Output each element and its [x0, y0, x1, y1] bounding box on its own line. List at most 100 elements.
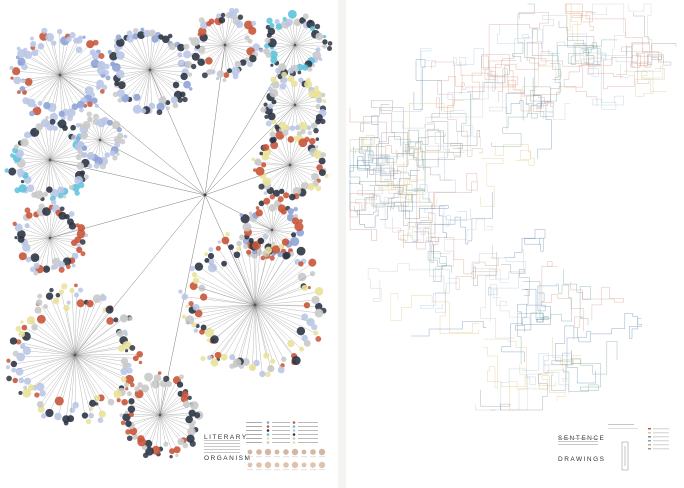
twig-line	[141, 414, 161, 443]
leaf-petal	[77, 224, 86, 232]
leaf-petal	[206, 69, 213, 76]
twig-line	[271, 25, 296, 46]
twig-line	[74, 348, 122, 356]
leaf-petal	[281, 238, 290, 246]
legend-text-line	[204, 452, 240, 453]
leaf-petal	[216, 70, 225, 78]
leaf-petal	[57, 186, 65, 194]
twig-line	[270, 96, 296, 106]
twig-line	[192, 304, 256, 311]
legend-swatch	[266, 421, 270, 424]
leaf-petal	[144, 372, 153, 382]
leaf-petal	[299, 346, 305, 352]
leaf-petal	[318, 57, 323, 62]
legend-glyph	[318, 448, 326, 456]
legend-glyph	[264, 448, 272, 456]
sentence-path	[523, 281, 572, 322]
leaf-petal	[22, 346, 32, 356]
leaf-petal	[86, 111, 92, 117]
twig-line	[31, 354, 76, 388]
leaf-petal	[318, 169, 326, 177]
twig-line	[294, 104, 320, 118]
legend-glyph	[256, 449, 262, 455]
leaf-petal	[242, 358, 250, 366]
leaf-petal	[284, 125, 290, 131]
twig-line	[224, 14, 234, 46]
legend-caption-line	[247, 469, 253, 471]
twig-line	[31, 74, 61, 104]
twig-line	[120, 42, 151, 71]
twig-line	[149, 69, 177, 86]
sentence-path	[592, 3, 627, 66]
sentence-path	[514, 29, 561, 58]
twig-line	[49, 237, 75, 243]
legend-diagram	[621, 441, 629, 471]
leaf-petal	[151, 445, 161, 455]
leaf-petal	[112, 91, 119, 98]
leaf-petal	[93, 162, 100, 169]
leaf-petal	[232, 73, 239, 80]
leaf-petal	[173, 446, 181, 454]
twig-line	[289, 164, 293, 198]
twig-line	[271, 220, 296, 231]
leaf-petal	[170, 96, 178, 104]
leaf-petal	[183, 43, 190, 50]
twig-line	[209, 304, 256, 333]
twig-line	[294, 28, 313, 46]
leaf-petal	[271, 119, 277, 125]
twig-line	[220, 44, 226, 75]
leaf-petal	[15, 325, 22, 332]
twig-line	[159, 414, 167, 445]
leaf-petal	[176, 381, 184, 388]
twig-line	[289, 164, 305, 187]
leaf-petal	[313, 127, 319, 134]
leaf-petal	[315, 32, 324, 41]
leaf-petal	[193, 328, 199, 333]
leaf-petal	[77, 148, 83, 155]
leaf-petal	[299, 17, 306, 24]
twig-line	[267, 151, 291, 166]
sentence-path	[431, 172, 478, 210]
twig-line	[271, 211, 291, 231]
leaf-petal	[137, 435, 145, 443]
sentence-path	[431, 94, 472, 156]
sentence-path	[517, 313, 549, 365]
twig-line	[84, 139, 101, 149]
leaf-petal	[316, 97, 323, 104]
twig-line	[254, 287, 305, 306]
twig-line	[49, 215, 63, 239]
twig-line	[49, 144, 77, 161]
twig-line	[224, 44, 230, 71]
twig-line	[41, 354, 76, 410]
leaf-petal	[153, 374, 162, 382]
twig-line	[20, 159, 51, 173]
leaf-petal	[200, 355, 206, 362]
sentence-path	[567, 48, 589, 64]
twig-line	[284, 79, 296, 106]
sentence-path	[480, 269, 515, 339]
leaf-petal	[101, 84, 108, 91]
leaf-petal	[259, 48, 264, 53]
twig-line	[74, 354, 118, 395]
twig-line	[74, 354, 76, 406]
leaf-petal	[38, 203, 45, 210]
leaf-petal	[257, 237, 265, 245]
leaf-petal	[278, 128, 283, 132]
twig-line	[133, 414, 161, 432]
twig-line	[149, 43, 171, 71]
leaf-petal	[239, 213, 244, 217]
leaf-petal	[20, 179, 25, 184]
twig-line	[214, 304, 256, 340]
twig-line	[30, 159, 51, 189]
legend-caption-line	[283, 469, 289, 471]
twig-line	[224, 24, 249, 46]
twig-line	[159, 384, 181, 416]
legend-swatch	[292, 429, 296, 432]
leaf-petal	[188, 409, 196, 417]
twig-line	[99, 129, 120, 141]
leaf-petal	[287, 75, 295, 83]
twig-line	[159, 414, 161, 450]
leaf-petal	[84, 233, 89, 238]
twig-line	[285, 132, 291, 166]
legend-line	[298, 422, 318, 423]
